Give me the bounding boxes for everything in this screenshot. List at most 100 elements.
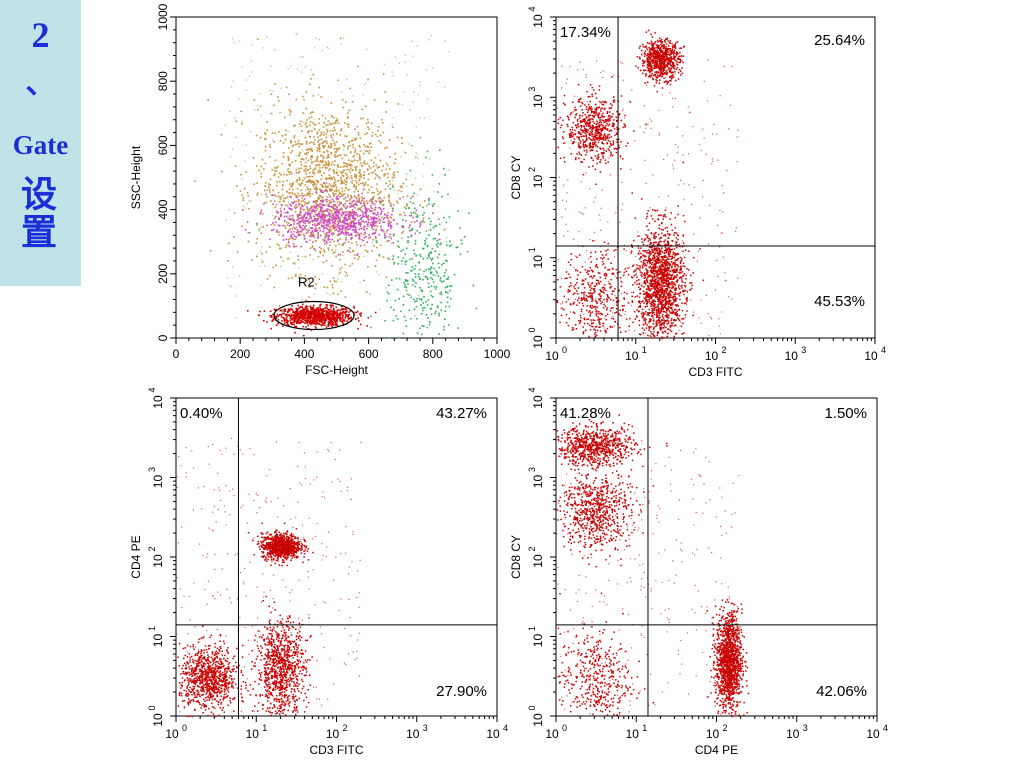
data-point — [324, 236, 326, 239]
y-axis-label: SSC-Height — [129, 145, 143, 209]
data-point — [324, 139, 326, 142]
data-point — [444, 86, 446, 88]
data-point — [659, 61, 662, 63]
data-point — [334, 193, 337, 195]
data-point — [602, 143, 605, 145]
data-point — [646, 42, 649, 44]
gate-r2-ellipse[interactable] — [273, 300, 355, 331]
data-point — [322, 323, 324, 326]
data-point — [309, 83, 311, 86]
data-point — [356, 200, 359, 203]
data-point — [447, 276, 450, 278]
data-point — [671, 42, 673, 45]
data-point — [365, 122, 368, 125]
data-point — [361, 210, 363, 213]
data-point — [616, 119, 618, 122]
data-point — [285, 204, 287, 206]
data-point — [317, 164, 320, 167]
data-point — [400, 310, 402, 313]
data-point — [663, 73, 665, 75]
data-point — [419, 286, 421, 289]
data-point — [324, 167, 327, 169]
data-point — [585, 154, 587, 156]
data-point — [311, 311, 313, 314]
data-point — [659, 59, 661, 61]
data-point — [328, 156, 330, 158]
data-point — [666, 81, 668, 83]
data-point — [300, 315, 302, 317]
data-point — [329, 167, 331, 170]
data-point — [329, 187, 331, 190]
data-point — [275, 195, 277, 197]
data-point — [363, 221, 366, 223]
data-point — [396, 318, 399, 320]
data-point — [428, 217, 430, 220]
data-point — [310, 307, 312, 309]
data-point — [324, 186, 327, 188]
data-point — [370, 146, 372, 148]
data-point — [572, 142, 574, 144]
data-point — [358, 153, 361, 156]
data-point — [270, 112, 273, 115]
data-point — [309, 215, 311, 218]
data-point — [660, 68, 663, 70]
data-point — [596, 134, 598, 137]
data-point — [457, 327, 460, 329]
data-point — [294, 314, 297, 317]
data-point — [296, 319, 299, 321]
data-point — [308, 193, 310, 196]
data-point — [291, 219, 294, 222]
data-point — [260, 172, 263, 175]
data-point — [314, 124, 317, 126]
data-point — [369, 199, 372, 202]
data-point — [382, 230, 385, 233]
data-point — [316, 131, 319, 134]
data-point — [320, 303, 322, 306]
data-point — [415, 152, 417, 154]
data-point — [315, 283, 317, 286]
data-point — [294, 273, 297, 276]
data-point — [609, 107, 611, 110]
data-point — [341, 98, 344, 101]
data-point — [598, 136, 601, 138]
data-point — [247, 231, 249, 234]
data-point — [669, 42, 671, 44]
data-point — [270, 200, 272, 202]
data-point — [352, 146, 355, 149]
data-point — [303, 158, 305, 161]
data-point — [654, 41, 657, 43]
data-point — [239, 190, 242, 192]
data-point — [295, 322, 298, 325]
data-point — [359, 225, 362, 227]
data-point — [569, 134, 572, 137]
data-point — [311, 321, 313, 324]
data-point — [303, 334, 305, 337]
data-point — [659, 67, 661, 70]
data-point — [353, 220, 355, 222]
data-point — [359, 281, 361, 284]
data-point — [374, 206, 377, 209]
data-point — [665, 58, 667, 61]
data-point — [324, 219, 326, 222]
data-point — [294, 325, 296, 328]
data-point — [284, 212, 287, 214]
data-point — [601, 127, 604, 130]
data-point — [577, 118, 579, 121]
data-point — [333, 314, 335, 317]
data-point — [378, 254, 381, 256]
data-point — [331, 325, 333, 328]
data-point — [314, 326, 317, 328]
data-point — [408, 294, 411, 297]
data-point — [322, 166, 324, 169]
data-point — [658, 45, 660, 47]
data-point — [293, 319, 295, 322]
data-point — [300, 161, 302, 163]
data-point — [429, 229, 432, 231]
data-point — [278, 217, 281, 220]
data-point — [575, 158, 577, 161]
data-point — [417, 158, 420, 160]
data-point — [602, 104, 605, 106]
data-point — [438, 183, 441, 185]
data-point — [325, 319, 328, 321]
data-point — [579, 145, 581, 148]
